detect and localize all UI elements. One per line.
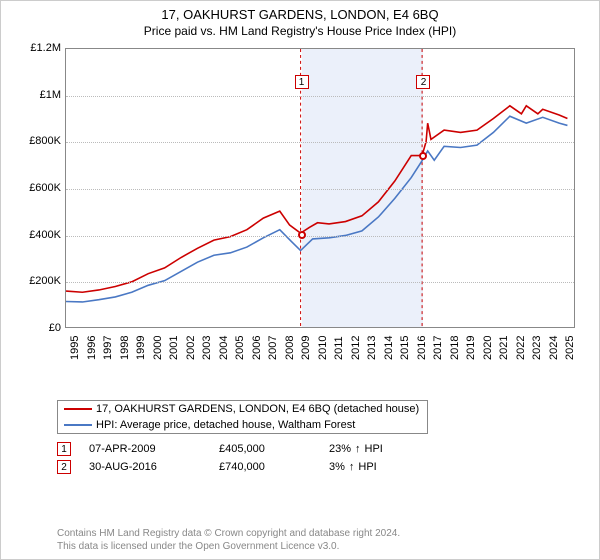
sale-hpi-label: HPI	[365, 443, 383, 455]
ytick-label: £400K	[19, 229, 61, 241]
xtick-label: 2016	[416, 336, 428, 360]
legend-label: 17, OAKHURST GARDENS, LONDON, E4 6BQ (de…	[96, 403, 419, 415]
xtick-label: 2009	[300, 336, 312, 360]
xtick-label: 2006	[251, 336, 263, 360]
chart-subtitle: Price paid vs. HM Land Registry's House …	[11, 24, 589, 38]
xtick-label: 2019	[465, 336, 477, 360]
xtick-label: 1997	[102, 336, 114, 360]
chart-title: 17, OAKHURST GARDENS, LONDON, E4 6BQ	[11, 7, 589, 22]
xtick-label: 2005	[234, 336, 246, 360]
xtick-label: 2017	[432, 336, 444, 360]
arrow-up-icon: ↑	[349, 461, 355, 473]
xtick-label: 2018	[449, 336, 461, 360]
xtick-label: 2022	[515, 336, 527, 360]
sale-dot-icon	[419, 152, 427, 160]
footer-attribution: Contains HM Land Registry data © Crown c…	[57, 527, 400, 553]
footer-line: Contains HM Land Registry data © Crown c…	[57, 527, 400, 540]
sale-hpi: 3% ↑ HPI	[329, 461, 377, 473]
ytick-label: £800K	[19, 135, 61, 147]
legend-label: HPI: Average price, detached house, Walt…	[96, 419, 355, 431]
sale-hpi-pct: 23%	[329, 443, 351, 455]
sale-date: 07-APR-2009	[89, 443, 219, 455]
xtick-label: 2000	[152, 336, 164, 360]
legend-box: 17, OAKHURST GARDENS, LONDON, E4 6BQ (de…	[57, 400, 428, 434]
legend-row: 17, OAKHURST GARDENS, LONDON, E4 6BQ (de…	[58, 401, 428, 418]
xtick-label: 2001	[168, 336, 180, 360]
gridline	[66, 189, 574, 190]
xtick-label: 1996	[86, 336, 98, 360]
legend-swatch	[64, 424, 92, 426]
sale-dot-icon	[298, 231, 306, 239]
xtick-label: 2013	[366, 336, 378, 360]
xtick-label: 2012	[350, 336, 362, 360]
xtick-label: 2011	[333, 336, 345, 360]
xtick-label: 1998	[119, 336, 131, 360]
ytick-label: £1.2M	[19, 42, 61, 54]
xtick-label: 2003	[201, 336, 213, 360]
chart-container: 17, OAKHURST GARDENS, LONDON, E4 6BQ Pri…	[0, 0, 600, 560]
ytick-label: £0	[19, 322, 61, 334]
gridline	[66, 236, 574, 237]
chart-marker-icon: 1	[295, 75, 309, 89]
xtick-label: 2002	[185, 336, 197, 360]
sale-hpi-pct: 3%	[329, 461, 345, 473]
sales-list: 1 07-APR-2009 £405,000 23% ↑ HPI 2 30-AU…	[57, 442, 589, 474]
chart-area: 12 £0£200K£400K£600K£800K£1M£1.2M1995199…	[19, 44, 579, 364]
xtick-label: 2008	[284, 336, 296, 360]
xtick-label: 2007	[267, 336, 279, 360]
xtick-label: 2014	[383, 336, 395, 360]
ytick-label: £200K	[19, 275, 61, 287]
chart-svg	[66, 49, 574, 327]
sale-price: £740,000	[219, 461, 329, 473]
arrow-up-icon: ↑	[355, 443, 361, 455]
xtick-label: 2023	[531, 336, 543, 360]
series-line-hpi	[66, 116, 567, 302]
gridline	[66, 282, 574, 283]
xtick-label: 2010	[317, 336, 329, 360]
footer-line: This data is licensed under the Open Gov…	[57, 540, 400, 553]
sale-hpi-label: HPI	[358, 461, 376, 473]
xtick-label: 2021	[498, 336, 510, 360]
xtick-label: 2015	[399, 336, 411, 360]
sale-marker-icon: 2	[57, 460, 71, 474]
sale-date: 30-AUG-2016	[89, 461, 219, 473]
xtick-label: 1995	[69, 336, 81, 360]
xtick-label: 2024	[548, 336, 560, 360]
plot-region: 12	[65, 48, 575, 328]
legend-swatch	[64, 408, 92, 410]
gridline	[66, 142, 574, 143]
xtick-label: 2004	[218, 336, 230, 360]
ytick-label: £1M	[19, 89, 61, 101]
sale-row: 1 07-APR-2009 £405,000 23% ↑ HPI	[57, 442, 589, 456]
chart-marker-icon: 2	[416, 75, 430, 89]
xtick-label: 2020	[482, 336, 494, 360]
sale-price: £405,000	[219, 443, 329, 455]
xtick-label: 1999	[135, 336, 147, 360]
xtick-label: 2025	[564, 336, 576, 360]
sale-hpi: 23% ↑ HPI	[329, 443, 383, 455]
ytick-label: £600K	[19, 182, 61, 194]
legend-row: HPI: Average price, detached house, Walt…	[58, 417, 428, 434]
sale-marker-icon: 1	[57, 442, 71, 456]
sale-row: 2 30-AUG-2016 £740,000 3% ↑ HPI	[57, 460, 589, 474]
gridline	[66, 96, 574, 97]
